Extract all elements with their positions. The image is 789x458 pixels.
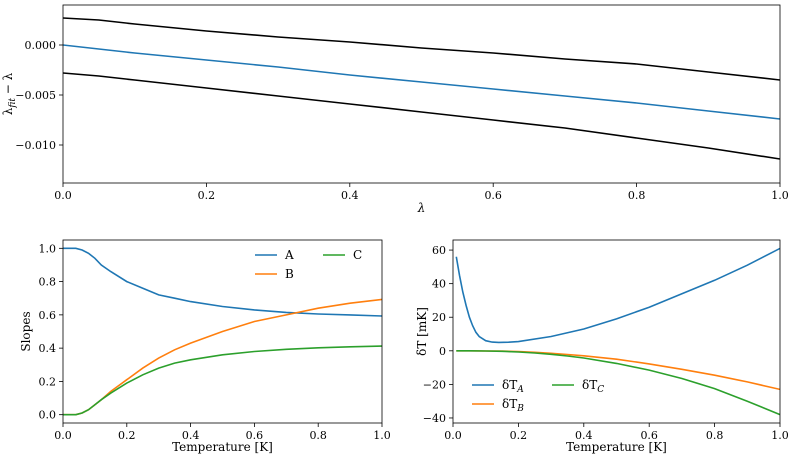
- axes-frame: [62, 239, 383, 424]
- y-axis-label: δT [mK]: [415, 307, 429, 356]
- series-line-1: [63, 17, 780, 81]
- y-axis-label: Slopes: [19, 311, 33, 351]
- y-tick-label: 60: [432, 244, 446, 257]
- x-axis-label: λ: [417, 201, 426, 215]
- y-tick-label: 0.8: [39, 276, 57, 289]
- y-tick-label: 0: [439, 345, 446, 358]
- series-line-tc: [456, 350, 780, 416]
- top-panel: 0.0 0.2 0.4 0.6 0.8 1.0 0.000 −0.005 −0.010 λ λfit…: [1, 4, 789, 215]
- y-tick-label: 0.000: [25, 39, 57, 52]
- x-tick-label: 0.2: [198, 189, 216, 202]
- y-tick-label: −0.005: [15, 89, 56, 102]
- x-tick-label: 0.8: [628, 189, 646, 202]
- series-line-3: [63, 72, 780, 160]
- legend-label-2: δTB: [502, 397, 524, 414]
- legend-label-1: A: [284, 248, 294, 262]
- x-tick-label: 0.2: [510, 429, 528, 442]
- x-tick-label: 0.6: [246, 429, 264, 442]
- x-tick-label: 1.0: [373, 429, 391, 442]
- series-line-a: [63, 247, 382, 317]
- y-tick-label: 0.4: [39, 342, 57, 355]
- y-tick-label: 0.0: [39, 409, 57, 422]
- series-line-c: [63, 345, 382, 416]
- y-axis-label: λfit − λ: [1, 72, 18, 115]
- y-tick-label: 20: [432, 311, 446, 324]
- y-tick-label: 40: [432, 278, 446, 291]
- axes-frame: [62, 4, 781, 184]
- x-tick-label: 1.0: [771, 429, 789, 442]
- x-tick-label: 0.0: [444, 429, 462, 442]
- y-tick-label: 1.0: [39, 242, 57, 255]
- legend: δTA δTB δTC: [472, 378, 604, 414]
- x-tick-label: 0.8: [706, 429, 724, 442]
- x-tick-label: 1.0: [771, 189, 789, 202]
- y-tick-label: −40: [423, 412, 446, 425]
- legend: AB C: [255, 248, 362, 281]
- series-line-2: [63, 44, 780, 120]
- y-tick-label: 0.2: [39, 375, 57, 388]
- legend-label-3: δTC: [582, 378, 604, 395]
- y-tick-label: −20: [423, 378, 446, 391]
- x-tick-label: 0.2: [118, 429, 136, 442]
- x-axis-label: Temperature [K]: [172, 440, 273, 454]
- y-tick-label: −0.010: [15, 139, 56, 152]
- bottom-right-panel: 0.0 0.2 0.4 0.6 0.8 1.0 −40 −20 0 20 40 60 Temperatu…: [415, 239, 789, 454]
- series-line-b: [63, 298, 382, 416]
- series-line-ta: [455, 247, 780, 344]
- axes-frame: [452, 239, 781, 424]
- legend-label-3: C: [353, 248, 362, 262]
- x-tick-label: 0.4: [182, 429, 200, 442]
- x-tick-label: 0.8: [309, 429, 327, 442]
- x-tick-label: 0.0: [54, 429, 72, 442]
- bottom-left-panel: 0.0 0.2 0.4 0.6 0.8 1.0 0.0 0.2 0.4 0.6 0.8 1.0 Temp…: [19, 239, 391, 454]
- legend-label-2: B: [285, 267, 294, 281]
- x-tick-label: 0.4: [575, 429, 593, 442]
- x-tick-label: 0.0: [54, 189, 72, 202]
- x-tick-label: 0.6: [484, 189, 502, 202]
- x-axis-label: Temperature [K]: [566, 440, 667, 454]
- x-tick-label: 0.6: [640, 429, 658, 442]
- y-tick-label: 0.6: [39, 309, 57, 322]
- x-tick-label: 0.4: [341, 189, 359, 202]
- legend-label-1: δTA: [502, 378, 524, 395]
